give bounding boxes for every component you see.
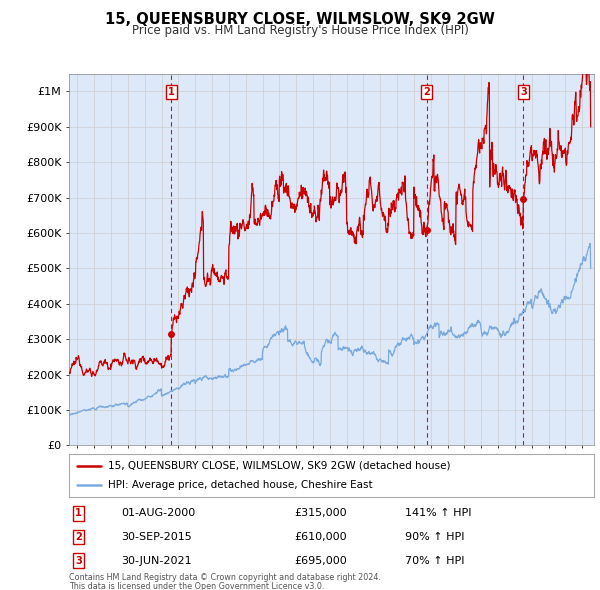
Text: 1: 1 [168,87,175,97]
Text: 70% ↑ HPI: 70% ↑ HPI [405,556,464,566]
Text: £610,000: £610,000 [295,532,347,542]
Text: 141% ↑ HPI: 141% ↑ HPI [405,508,472,518]
Text: £315,000: £315,000 [295,508,347,518]
Text: 01-AUG-2000: 01-AUG-2000 [121,508,196,518]
Text: 15, QUEENSBURY CLOSE, WILMSLOW, SK9 2GW: 15, QUEENSBURY CLOSE, WILMSLOW, SK9 2GW [105,12,495,27]
Text: 3: 3 [75,556,82,566]
Text: 2: 2 [75,532,82,542]
Text: 2: 2 [423,87,430,97]
Text: Price paid vs. HM Land Registry's House Price Index (HPI): Price paid vs. HM Land Registry's House … [131,24,469,37]
Text: £695,000: £695,000 [295,556,347,566]
Text: 15, QUEENSBURY CLOSE, WILMSLOW, SK9 2GW (detached house): 15, QUEENSBURY CLOSE, WILMSLOW, SK9 2GW … [109,461,451,471]
Text: HPI: Average price, detached house, Cheshire East: HPI: Average price, detached house, Ches… [109,480,373,490]
Text: This data is licensed under the Open Government Licence v3.0.: This data is licensed under the Open Gov… [69,582,325,590]
Text: 30-SEP-2015: 30-SEP-2015 [121,532,192,542]
Text: 3: 3 [520,87,527,97]
Text: 30-JUN-2021: 30-JUN-2021 [121,556,192,566]
Text: 90% ↑ HPI: 90% ↑ HPI [405,532,464,542]
Text: 1: 1 [75,508,82,518]
Text: Contains HM Land Registry data © Crown copyright and database right 2024.: Contains HM Land Registry data © Crown c… [69,573,381,582]
